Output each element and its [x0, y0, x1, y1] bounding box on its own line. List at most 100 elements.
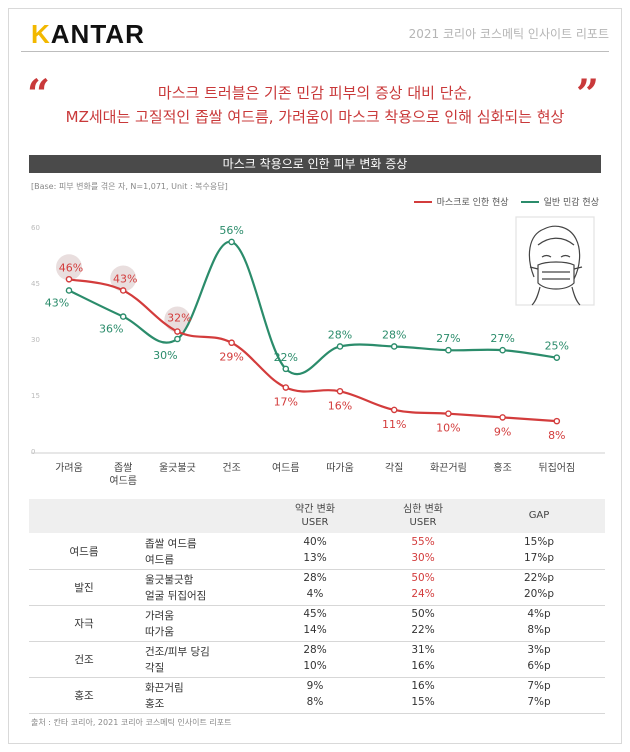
gap-value: 22%p	[523, 572, 554, 584]
data-label-normal: 43%	[45, 296, 69, 309]
table-row: 각질 10% 16% 6%p	[29, 659, 605, 675]
source-note: 출처 : 칸타 코리아, 2021 코리아 코스메틱 인사이트 리포트	[31, 718, 232, 727]
x-tick-label: 각질	[385, 462, 403, 474]
row-label: 여드름	[145, 554, 174, 566]
gap-value: 7%p	[527, 696, 551, 708]
group-divider	[29, 641, 605, 642]
x-tick-label: 여드름	[272, 462, 300, 474]
table-row: 여드름 13% 30% 17%p	[29, 551, 605, 567]
table-group-label: 발진	[74, 582, 94, 594]
y-tick-label: 30	[31, 336, 40, 344]
row-label: 울긋불긋함	[145, 574, 194, 586]
group-divider	[29, 677, 605, 678]
series-line-normal	[68, 240, 557, 376]
mild-value: 4%	[306, 588, 324, 600]
data-label-mask: 32%	[167, 312, 191, 325]
data-label-normal: 22%	[274, 351, 298, 364]
data-point-normal	[228, 238, 235, 246]
severe-value: 55%	[411, 536, 435, 548]
table-group-label: 자극	[74, 618, 94, 630]
legend-swatch-mask	[413, 200, 432, 203]
legend-item-normal: 일반 민감 현상	[520, 195, 599, 208]
data-point-mask	[336, 387, 344, 395]
legend-label-normal: 일반 민감 현상	[543, 198, 599, 208]
data-label-normal: 27%	[490, 332, 514, 345]
mild-value: 13%	[303, 552, 327, 564]
open-quote-icon: “	[27, 71, 51, 118]
table-row: 홍조 8% 15% 7%p	[29, 695, 605, 711]
x-tick-label: 홍조	[493, 461, 511, 474]
group-divider	[29, 605, 605, 606]
data-label-mask: 43%	[113, 272, 137, 285]
table-row: 울긋불긋함 28% 50% 22%p	[29, 571, 605, 587]
group-divider	[29, 569, 605, 570]
report-page: KANTAR 2021 코리아 코스메틱 인사이트 리포트 “ ” 마스크 트러…	[8, 8, 622, 744]
row-label: 따가움	[145, 626, 174, 638]
gap-value: 3%p	[527, 644, 551, 656]
table-group-label: 여드름	[69, 546, 99, 558]
series-line-mask	[68, 278, 557, 423]
data-point-normal	[499, 346, 506, 354]
data-label-mask: 17%	[274, 396, 298, 409]
table-header: 약간 변화 USER 심한 변화 USER GAP	[29, 499, 605, 533]
gap-value: 17%p	[523, 552, 554, 564]
x-tick-label: 좁쌀 여드름	[109, 462, 137, 487]
gap-value: 20%p	[523, 588, 554, 600]
row-label: 가려움	[145, 610, 174, 622]
y-tick-label: 0	[31, 448, 35, 456]
data-label-mask: 9%	[494, 425, 511, 438]
header-divider	[21, 51, 609, 52]
table-group-label: 홍조	[74, 690, 94, 702]
data-point-normal	[553, 354, 561, 361]
severe-value: 24%	[411, 588, 435, 600]
data-point-mask	[499, 414, 506, 421]
x-tick-label: 화끈거림	[430, 462, 467, 474]
data-label-normal: 56%	[219, 224, 243, 237]
table-row: 좁쌀 여드름 40% 55% 15%p	[29, 535, 605, 551]
data-point-normal	[119, 313, 127, 320]
mild-value: 28%	[303, 644, 327, 656]
close-quote-icon: ”	[575, 71, 599, 118]
severe-value: 16%	[411, 680, 435, 692]
x-tick-label: 가려움	[55, 462, 83, 474]
header-gap: GAP	[528, 510, 550, 521]
data-point-normal	[282, 365, 290, 373]
line-chart: 60 45 30 15 0 43% 36% 30% 56% 22% 28% 28% 27% 27% 25% 4…	[31, 216, 605, 487]
data-point-normal	[445, 346, 452, 354]
severe-value: 22%	[411, 624, 435, 636]
data-label-normal: 25%	[545, 340, 569, 353]
severe-value: 15%	[411, 696, 435, 708]
headline: 마스크 트러블은 기존 민감 피부의 증상 대비 단순, MZ세대는 고질적인 …	[59, 81, 571, 129]
mild-value: 28%	[303, 572, 327, 584]
table-row: 얼굴 뒤집어짐 4% 24% 20%p	[29, 587, 605, 603]
x-tick-label: 울긋불긋	[159, 462, 196, 474]
data-point-normal	[336, 343, 344, 350]
data-point-mask	[390, 406, 398, 414]
gap-value: 8%p	[527, 624, 551, 636]
chart-base-note: [Base: 피부 변화를 겪은 자, N=1,071, Unit : 복수응답…	[31, 182, 228, 191]
header-mild: 약간 변화 USER	[295, 504, 335, 528]
severe-value: 50%	[411, 608, 435, 620]
severe-value: 16%	[411, 660, 435, 672]
masked-face-icon	[515, 216, 595, 306]
data-label-normal: 30%	[153, 349, 177, 362]
chart-title: 마스크 착용으로 인한 피부 변화 증상	[29, 155, 601, 173]
data-point-mask	[445, 410, 452, 417]
row-label: 홍조	[145, 698, 165, 710]
highlight-circle	[164, 306, 191, 333]
headline-line-1: 마스크 트러블은 기존 민감 피부의 증상 대비 단순,	[157, 84, 473, 102]
mild-value: 10%	[303, 660, 327, 672]
legend-item-mask: 마스크로 인한 현상	[413, 195, 509, 208]
data-point-mask	[282, 384, 290, 391]
legend-label-mask: 마스크로 인한 현상	[436, 198, 509, 208]
row-label: 건조/피부 당김	[145, 646, 210, 658]
table-row: 따가움 14% 22% 8%p	[29, 623, 605, 639]
header-severe: 심한 변화 USER	[403, 504, 443, 528]
data-label-normal: 27%	[436, 332, 460, 345]
x-tick-label: 건조	[222, 462, 240, 474]
table-row: 건조/피부 당김 28% 31% 3%p	[29, 643, 605, 659]
data-point-normal	[65, 287, 73, 294]
row-label: 각질	[145, 662, 165, 674]
data-point-normal	[174, 335, 181, 343]
table-group-label: 건조	[74, 654, 94, 666]
